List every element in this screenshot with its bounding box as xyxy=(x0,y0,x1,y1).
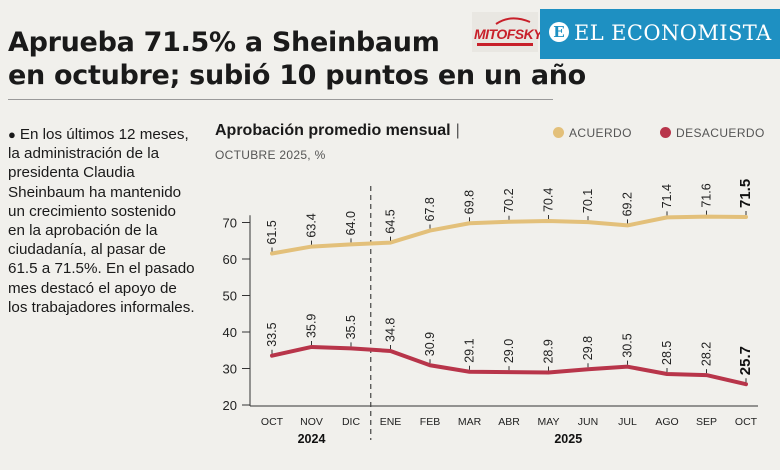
summary-bullet: ● En los últimos 12 meses, la administra­… xyxy=(8,125,196,317)
x-tick-label: JUN xyxy=(578,416,598,428)
acuerdo-data-label: 67.8 xyxy=(423,197,437,221)
desacuerdo-series-line xyxy=(270,344,748,387)
desacuerdo-data-label: 29.0 xyxy=(502,339,516,363)
brand-e-icon: E xyxy=(549,22,569,42)
x-tick-label: NOV xyxy=(300,416,323,428)
mitofsky-underline xyxy=(477,43,533,46)
legend-acuerdo-swatch xyxy=(553,127,564,138)
acuerdo-data-label: 64.5 xyxy=(384,209,398,233)
y-tick-label: 40 xyxy=(223,325,237,340)
summary-text: En los últimos 12 meses, la administra­c… xyxy=(8,126,195,316)
desacuerdo-data-label: 35.9 xyxy=(305,314,319,338)
y-tick-label: 20 xyxy=(223,398,237,413)
mitofsky-swoosh-icon xyxy=(495,17,531,25)
chart-subtitle: OCTUBRE 2025, % xyxy=(215,148,326,162)
x-tick-label: ABR xyxy=(498,416,520,428)
x-tick-label: OCT xyxy=(735,416,758,428)
acuerdo-data-label: 71.5 xyxy=(737,179,754,208)
mitofsky-logo: MITOFSKY xyxy=(472,12,543,52)
acuerdo-data-label: 70.4 xyxy=(542,188,556,212)
headline-rule xyxy=(8,99,553,100)
x-tick-label: FEB xyxy=(420,416,440,428)
brand-name: EL ECONOMISTA xyxy=(574,21,772,45)
x-tick-label: MAR xyxy=(458,416,482,428)
x-tick-label: AGO xyxy=(655,416,678,428)
chart-title-separator: | xyxy=(455,122,460,139)
desacuerdo-data-label: 29.1 xyxy=(463,338,477,362)
headline: Aprueba 71.5% a Sheinbaum en octubre; su… xyxy=(8,26,586,92)
desacuerdo-data-label: 35.5 xyxy=(344,315,358,339)
x-tick-label: MAY xyxy=(538,416,560,428)
acuerdo-data-label: 63.4 xyxy=(305,213,319,237)
year-label: 2024 xyxy=(298,432,326,446)
acuerdo-data-label: 70.1 xyxy=(581,189,595,213)
chart-title: Aprobación promedio mensual | xyxy=(215,122,460,140)
legend-desacuerdo-label: DESACUERDO xyxy=(676,126,765,140)
desacuerdo-data-label: 33.5 xyxy=(265,322,279,346)
bullet-dot-icon: ● xyxy=(8,127,16,142)
legend-desacuerdo: DESACUERDO xyxy=(660,126,765,140)
acuerdo-data-label: 71.4 xyxy=(660,184,674,208)
desacuerdo-data-label: 28.9 xyxy=(542,339,556,363)
desacuerdo-data-label: 34.8 xyxy=(384,318,398,342)
headline-line-2: en octubre; subió 10 puntos en un año xyxy=(8,60,586,91)
y-tick-label: 50 xyxy=(223,289,237,304)
x-tick-label: OCT xyxy=(261,416,284,428)
acuerdo-data-label: 71.6 xyxy=(700,183,714,207)
x-tick-label: DIC xyxy=(342,416,361,428)
headline-line-1: Aprueba 71.5% a Sheinbaum xyxy=(8,27,440,58)
desacuerdo-data-label: 30.9 xyxy=(423,332,437,356)
y-tick-label: 60 xyxy=(223,252,237,267)
x-tick-label: SEP xyxy=(696,416,717,428)
x-tick-label: ENE xyxy=(380,416,402,428)
chart-title-text: Aprobación promedio mensual xyxy=(215,122,451,139)
acuerdo-data-label: 69.2 xyxy=(621,192,635,216)
legend-desacuerdo-swatch xyxy=(660,127,671,138)
y-tick-label: 30 xyxy=(223,362,237,377)
legend-acuerdo: ACUERDO xyxy=(553,126,632,140)
legend-acuerdo-label: ACUERDO xyxy=(569,126,632,140)
acuerdo-data-label: 69.8 xyxy=(463,190,477,214)
x-tick-label: JUL xyxy=(618,416,637,428)
acuerdo-series-line xyxy=(270,214,748,256)
year-label: 2025 xyxy=(554,432,582,446)
desacuerdo-data-label: 28.2 xyxy=(700,342,714,366)
acuerdo-data-label: 70.2 xyxy=(502,188,516,212)
y-tick-label: 70 xyxy=(223,216,237,231)
brand-banner: E EL ECONOMISTA xyxy=(540,9,780,59)
brand-e-letter: E xyxy=(553,23,565,41)
desacuerdo-data-label: 28.5 xyxy=(660,341,674,365)
desacuerdo-data-label: 25.7 xyxy=(737,346,754,375)
acuerdo-data-label: 61.5 xyxy=(265,220,279,244)
desacuerdo-data-label: 30.5 xyxy=(621,333,635,357)
acuerdo-data-label: 64.0 xyxy=(344,211,358,235)
mitofsky-logo-text: MITOFSKY xyxy=(474,26,543,42)
desacuerdo-data-label: 29.8 xyxy=(581,336,595,360)
